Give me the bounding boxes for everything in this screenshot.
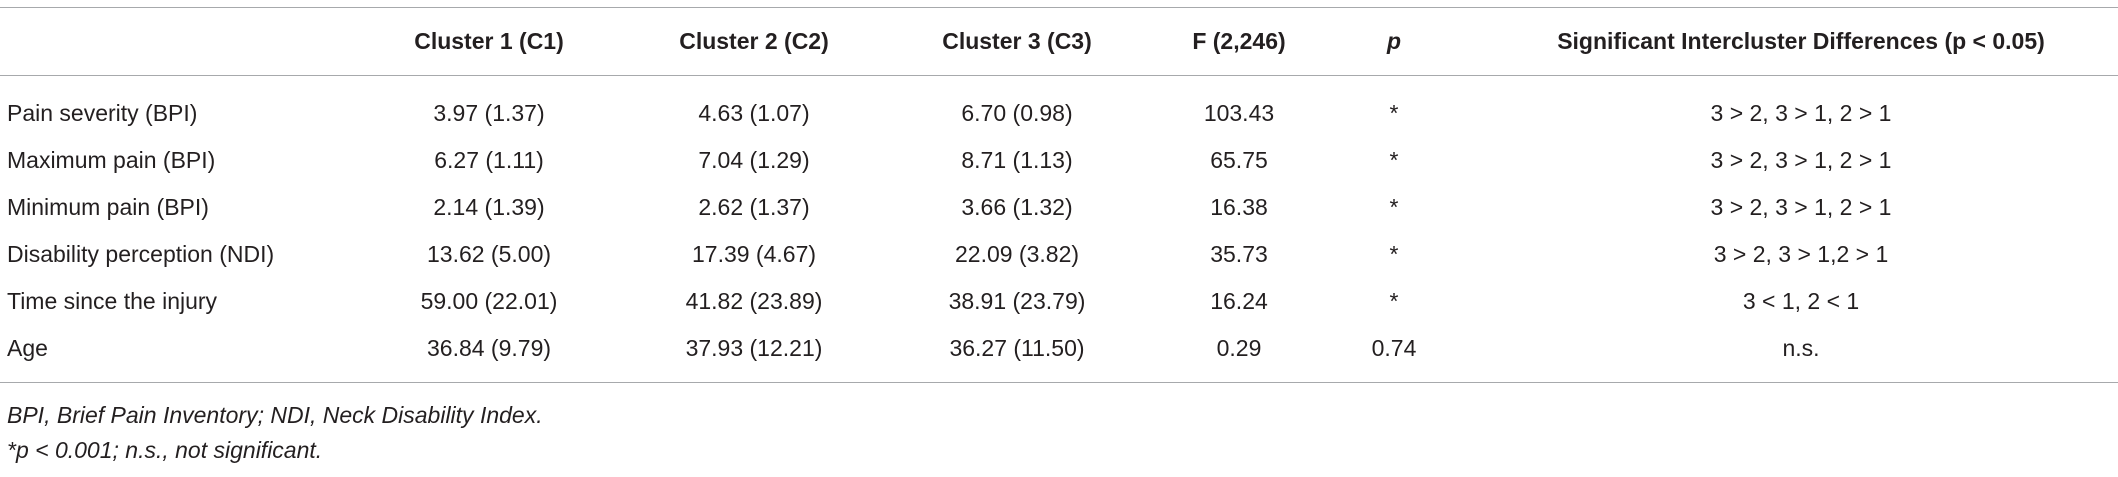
table-row: Disability perception (NDI) 13.62 (5.00) 1… xyxy=(0,231,2118,278)
table-cell: n.s. xyxy=(1444,325,2118,383)
table-header: Cluster 1 (C1) Cluster 2 (C2) Cluster 3 (C… xyxy=(0,7,2118,76)
table-row: Time since the injury 59.00 (22.01) 41.82 … xyxy=(0,278,2118,325)
table-cell: 0.29 xyxy=(1134,325,1344,383)
footnotes: BPI, Brief Pain Inventory; NDI, Neck Dis… xyxy=(0,383,2118,468)
table-cell: 38.91 (23.79) xyxy=(948,288,1086,314)
table-cell: * xyxy=(1389,100,1399,126)
table-cell: 2.14 (1.39) xyxy=(433,194,545,220)
column-header: F (2,246) xyxy=(1134,7,1344,76)
table-row: Minimum pain (BPI) 2.14 (1.39) 2.62 (1.37)… xyxy=(0,184,2118,231)
table-cell: * xyxy=(1389,288,1399,314)
table-cell: * xyxy=(1389,194,1399,220)
table-cell: 37.93 (12.21) xyxy=(608,325,900,383)
table-cell: 3.97 (1.37) xyxy=(433,100,545,126)
table-cell: 3 > 2, 3 > 1, 2 > 1 xyxy=(1710,194,1892,220)
row-label: Age xyxy=(0,325,370,383)
table-cell: 22.09 (3.82) xyxy=(954,241,1080,267)
table-cell: 3 > 2, 3 > 1, 2 > 1 xyxy=(1710,100,1892,126)
footnote: BPI, Brief Pain Inventory; NDI, Neck Dis… xyxy=(7,402,543,428)
header-row: Cluster 1 (C1) Cluster 2 (C2) Cluster 3 (C… xyxy=(0,7,2118,76)
table-cell: 59.00 (22.01) xyxy=(420,288,558,314)
table-cell: * xyxy=(1389,147,1399,173)
column-header: Cluster 1 (C1) xyxy=(370,7,608,76)
table-cell: 6.27 (1.11) xyxy=(434,147,544,173)
column-header: Cluster 3 (C3) xyxy=(900,7,1134,76)
table-cell: 41.82 (23.89) xyxy=(685,288,823,314)
row-label: Disability perception (NDI) xyxy=(7,241,275,267)
table-row: Maximum pain (BPI) 6.27 (1.11) 7.04 (1.29)… xyxy=(0,137,2118,184)
table-cell: 13.62 (5.00) xyxy=(426,241,552,267)
row-label: Minimum pain (BPI) xyxy=(7,194,209,220)
table-cell: 16.38 xyxy=(1210,194,1268,220)
table-cell: 16.24 xyxy=(1210,288,1268,314)
table-cell: 36.84 (9.79) xyxy=(370,325,608,383)
table-cell: 3 > 2, 3 > 1,2 > 1 xyxy=(1713,241,1889,267)
table-cell: 36.27 (11.50) xyxy=(900,325,1134,383)
table-cell: 7.04 (1.29) xyxy=(698,147,810,173)
results-table: Cluster 1 (C1) Cluster 2 (C2) Cluster 3 (C… xyxy=(0,7,2118,383)
table-cell: 17.39 (4.67) xyxy=(691,241,817,267)
table-cell: 8.71 (1.13) xyxy=(961,147,1073,173)
table-cell: 2.62 (1.37) xyxy=(698,194,810,220)
table-row: Age 36.84 (9.79) 37.93 (12.21) 36.27 (11.50… xyxy=(0,325,2118,383)
column-header xyxy=(0,7,370,76)
column-header: Significant Intercluster Differences (p … xyxy=(1444,7,2118,76)
table-cell: 3 > 2, 3 > 1, 2 > 1 xyxy=(1710,147,1892,173)
table-row: Pain severity (BPI) 3.97 (1.37) 4.63 (1.07… xyxy=(0,76,2118,138)
page: Cluster 1 (C1) Cluster 2 (C2) Cluster 3 (C… xyxy=(0,7,2118,477)
table-cell: 3 < 1, 2 < 1 xyxy=(1742,288,1860,314)
row-label: Maximum pain (BPI) xyxy=(7,147,216,173)
table-body: Pain severity (BPI) 3.97 (1.37) 4.63 (1.07… xyxy=(0,76,2118,383)
table-cell: 35.73 xyxy=(1210,241,1268,267)
table-cell: 65.75 xyxy=(1210,147,1268,173)
column-header: p xyxy=(1344,7,1444,76)
column-header: Cluster 2 (C2) xyxy=(608,7,900,76)
table-cell: 4.63 (1.07) xyxy=(698,100,810,126)
row-label: Pain severity (BPI) xyxy=(7,100,198,126)
table-cell: 103.43 xyxy=(1203,100,1275,126)
table-cell: * xyxy=(1389,241,1399,267)
footnote: *p < 0.001; n.s., not significant. xyxy=(7,437,323,463)
table-cell: 3.66 (1.32) xyxy=(961,194,1073,220)
table-cell: 0.74 xyxy=(1344,325,1444,383)
row-label: Time since the injury xyxy=(7,288,218,314)
table-cell: 6.70 (0.98) xyxy=(961,100,1073,126)
